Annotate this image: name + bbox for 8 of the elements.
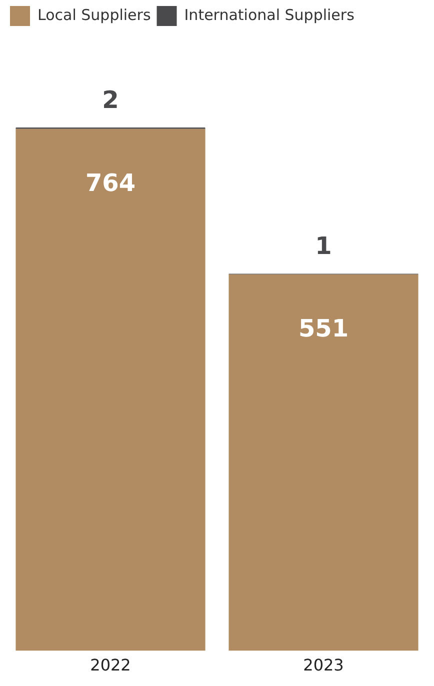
data-label: 551 xyxy=(298,314,349,343)
x-tick-label: 2022 xyxy=(90,656,131,675)
data-label: 1 xyxy=(315,232,332,260)
x-tick-label: 2023 xyxy=(303,656,344,675)
legend-label: International Suppliers xyxy=(184,6,355,24)
legend-label: Local Suppliers xyxy=(38,6,151,24)
data-label: 2 xyxy=(102,86,119,114)
data-label: 764 xyxy=(85,169,136,198)
